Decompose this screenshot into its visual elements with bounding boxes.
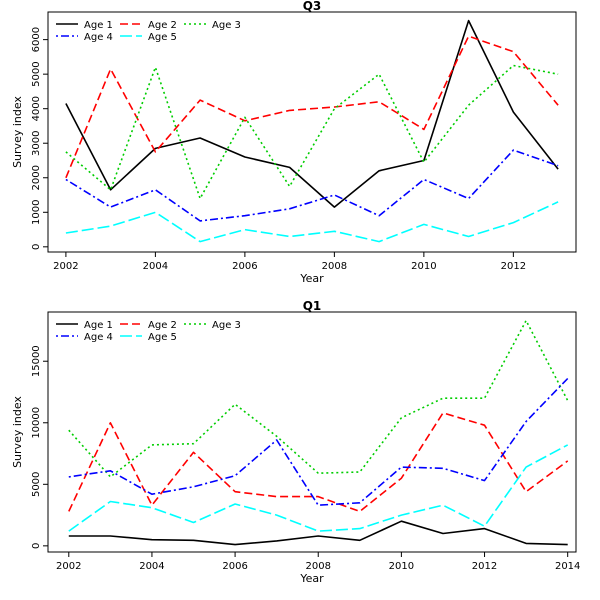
x-axis-label: Year: [299, 572, 324, 585]
chart-panel-q1: Q1 2002 2004 2006 2008 2010 2012 2014 0 5000 10000…: [11, 299, 580, 585]
series-line-age-1: [65, 19, 559, 208]
y-tick-label: 5000: [31, 61, 42, 86]
x-tick-label: 2002: [53, 261, 78, 272]
y-axis-label: Survey index: [11, 396, 24, 468]
y-axis-label: Survey index: [11, 96, 24, 168]
y-tick-label: 0: [31, 543, 42, 549]
x-tick-label: 2014: [555, 561, 580, 572]
legend-label: Age 2: [148, 20, 177, 31]
chart-title: Q3: [303, 0, 322, 13]
legend-label: Age 2: [148, 320, 177, 331]
series-line-age-5: [65, 201, 559, 243]
legend-label: Age 5: [148, 332, 177, 343]
plot-frame: [47, 311, 577, 553]
legend-label: Age 4: [84, 32, 113, 43]
legend-label: Age 3: [212, 320, 241, 331]
series-line-age-1: [68, 520, 568, 546]
series-line-age-4: [65, 149, 559, 222]
y-tick-label: 10000: [31, 407, 42, 439]
x-tick-label: 2008: [306, 561, 331, 572]
x-tick-label: 2002: [56, 561, 81, 572]
legend: Age 1 Age 2 Age 3 Age 4 Age 5: [56, 320, 241, 343]
x-tick-label: 2010: [411, 261, 436, 272]
legend-label: Age 5: [148, 32, 177, 43]
y-tick-label: 3000: [31, 130, 42, 155]
legend-label: Age 1: [84, 20, 113, 31]
y-tick-label: 4000: [31, 96, 42, 121]
x-tick-label: 2008: [322, 261, 347, 272]
series-line-age-3: [68, 319, 569, 478]
chart-title: Q1: [303, 299, 322, 313]
x-axis-label: Year: [299, 272, 324, 285]
x-tick-label: 2006: [232, 261, 257, 272]
y-tick-label: 6000: [31, 27, 42, 52]
x-tick-label: 2006: [222, 561, 247, 572]
series-line-age-4: [68, 377, 569, 507]
legend-label: Age 1: [84, 320, 113, 331]
x-tick-label: 2012: [472, 561, 497, 572]
legend-label: Age 3: [212, 20, 241, 31]
plot-frame: [47, 11, 577, 253]
y-tick-label: 5000: [31, 472, 42, 497]
y-tick-label: 0: [31, 244, 42, 250]
legend-label: Age 4: [84, 332, 113, 343]
y-tick-label: 2000: [31, 165, 42, 190]
series-line-age-3: [65, 64, 559, 200]
x-tick-label: 2004: [139, 561, 164, 572]
series-line-age-2: [68, 412, 569, 513]
chart-panel-q3: Q3 2002 2004 2006 2008 2010 2012 0 1000 2000 3000 4…: [11, 0, 577, 285]
series-line-age-2: [65, 35, 559, 179]
y-tick-label: 1000: [31, 200, 42, 225]
x-tick-label: 2010: [389, 561, 414, 572]
x-tick-label: 2012: [501, 261, 526, 272]
legend: Age 1 Age 2 Age 3 Age 4 Age 5: [56, 20, 241, 43]
x-tick-label: 2004: [143, 261, 168, 272]
y-tick-label: 15000: [31, 345, 42, 377]
